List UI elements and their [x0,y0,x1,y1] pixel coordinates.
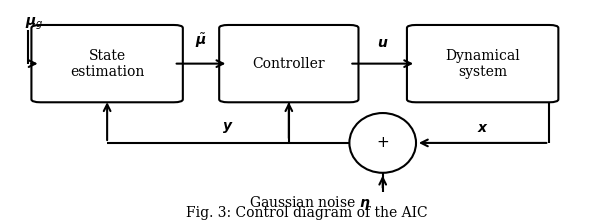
FancyBboxPatch shape [31,25,183,102]
Text: Fig. 3: Control diagram of the AIC: Fig. 3: Control diagram of the AIC [186,206,428,220]
Text: Controller: Controller [252,57,325,71]
Text: $\boldsymbol{y}$: $\boldsymbol{y}$ [222,120,234,135]
Text: $+$: $+$ [376,136,389,150]
Ellipse shape [349,113,416,173]
Text: $\tilde{\boldsymbol{\mu}}$: $\tilde{\boldsymbol{\mu}}$ [195,31,207,50]
Text: $\boldsymbol{u}$: $\boldsymbol{u}$ [377,36,389,50]
FancyBboxPatch shape [219,25,359,102]
Text: Gaussian noise $\boldsymbol{\eta}$: Gaussian noise $\boldsymbol{\eta}$ [249,194,371,212]
Text: $\boldsymbol{x}$: $\boldsymbol{x}$ [476,121,489,135]
FancyBboxPatch shape [407,25,558,102]
Text: Dynamical
system: Dynamical system [445,49,520,79]
Text: State
estimation: State estimation [70,49,144,79]
Text: $\boldsymbol{\mu}_g$: $\boldsymbol{\mu}_g$ [25,16,44,32]
